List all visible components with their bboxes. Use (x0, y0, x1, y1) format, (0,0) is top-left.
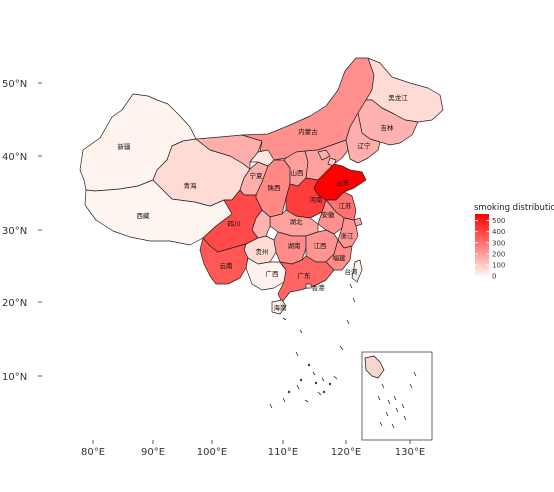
province-label-shanxi: 山西 (291, 168, 305, 177)
south-china-sea-islands (269, 283, 356, 409)
x-tick-label: 120°E (331, 447, 361, 458)
province-label-taiwan: 台湾 (345, 267, 359, 276)
legend-tick-label: 0 (492, 273, 496, 281)
province-label-anhui: 安徽 (322, 210, 336, 219)
y-tick-label: 10°N (2, 372, 27, 383)
south-china-sea-inset (361, 351, 433, 441)
legend-tick-label: 300 (492, 239, 505, 247)
province-hongkong (305, 283, 312, 289)
x-tick-label: 100°E (197, 447, 227, 458)
province-label-jiangsu: 江苏 (339, 201, 353, 210)
province-label-liaoning: 辽宁 (358, 141, 372, 150)
province-hebei (304, 139, 349, 181)
province-label-heilongjiang: 黑龙江 (388, 93, 408, 102)
province-taiwan (351, 259, 363, 283)
province-label-shaanxi: 陕西 (268, 183, 282, 192)
province-label-sichuan: 四川 (228, 220, 241, 228)
x-tick-label: 90°E (141, 447, 165, 458)
x-tick-label: 110°E (268, 447, 298, 458)
legend: smoking distribution 0 100 200 300 400 500 (474, 203, 554, 281)
province-label-xinjiang: 新疆 (118, 142, 132, 151)
province-label-qinghai: 青海 (184, 181, 198, 190)
legend-tick-label: 500 (492, 217, 505, 225)
legend-title: smoking distribution (474, 203, 554, 213)
province-label-hainan: 海南 (274, 303, 288, 312)
province-label-shandong: 山东 (337, 178, 351, 187)
province-label-guangxi: 广西 (266, 269, 280, 278)
legend-tick-label: 400 (492, 228, 505, 236)
province-label-neimenggu: 内蒙古 (298, 127, 318, 136)
province-hubei (269, 209, 319, 237)
province-hunan (273, 231, 307, 265)
x-tick-label: 130°E (395, 447, 425, 458)
province-beijing (317, 149, 331, 161)
x-tick-label: 80°E (81, 447, 105, 458)
province-label-yunnan: 云南 (220, 261, 234, 270)
province-label-zhejiang: 浙江 (341, 231, 355, 240)
province-label-guangdong: 广东 (298, 271, 312, 280)
y-tick-label: 20°N (2, 298, 27, 309)
province-label-guizhou: 贵州 (256, 247, 269, 256)
province-liaoning (345, 112, 381, 164)
province-label-hunan: 湖南 (288, 241, 302, 250)
legend-tick-label: 200 (492, 250, 505, 258)
y-tick-label: 50°N (2, 79, 27, 90)
province-label-ningxia: 宁夏 (250, 171, 264, 180)
legend-colorbar (475, 214, 489, 276)
province-label-jiangxi: 江西 (314, 242, 328, 250)
province-hainan (271, 299, 287, 315)
province-label-hubei: 湖北 (290, 217, 304, 226)
province-label-fujian: 福建 (333, 253, 347, 262)
y-tick-label: 40°N (2, 152, 27, 163)
province-label-jilin: 吉林 (381, 123, 395, 132)
province-guangdong (277, 255, 335, 303)
province-label-henan: 河南 (310, 195, 324, 204)
province-label-hongkong: 香港 (312, 283, 326, 292)
legend-tick-label: 100 (492, 261, 505, 269)
y-tick-label: 30°N (2, 226, 27, 237)
province-label-xizang: 西藏 (137, 211, 151, 220)
